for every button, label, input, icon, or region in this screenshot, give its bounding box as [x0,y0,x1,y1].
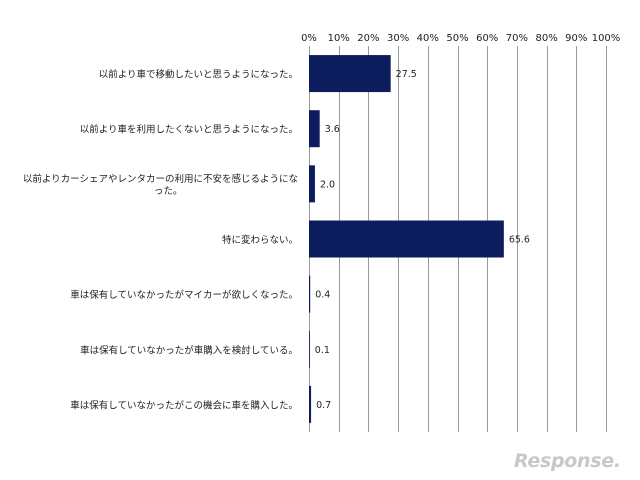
x-tick-label: 50% [446,33,468,44]
value-label: 27.5 [396,69,417,80]
category-label: 車は保有していなかったがこの機会に車を購入した。 [70,399,298,411]
value-label: 0.7 [316,400,331,411]
value-label: 3.6 [325,124,340,135]
category-labels: 以前より車で移動したいと思うようになった。以前より車を利用したくないと思うように… [23,69,298,412]
bar [309,330,310,368]
value-label: 65.6 [509,235,530,246]
x-tick-label: 30% [387,33,409,44]
category-label: 以前より車を利用したくないと思うようになった。 [80,124,298,136]
bar [309,220,504,258]
value-label: 0.4 [315,290,330,301]
bar [309,385,312,423]
bar [309,275,311,313]
response-logo-watermark: Response. [514,450,621,472]
category-label: 以前よりカーシェアやレンタカーの利用に不安を感じるようになった。 [23,173,298,197]
category-label: 車は保有していなかったがマイカーが欲しくなった。 [70,289,298,301]
value-labels: 27.5 3.6 2.0 65.6 0.4 0.1 0.7 [315,69,530,411]
x-tick-label: 0% [301,33,317,44]
x-tick-label: 40% [417,33,439,44]
x-tick-label: 90% [565,33,587,44]
x-tick-label: 10% [328,33,350,44]
x-tick-label: 80% [535,33,557,44]
x-axis-ticks: 0% 10% 20% 30% 40% 50% 60% 70% 80% 90% 100% [301,33,620,44]
bars [309,55,504,423]
x-tick-label: 60% [476,33,498,44]
bar [309,110,320,148]
category-label: 車は保有していなかったが車購入を検討している。 [80,344,298,356]
bar [309,55,391,93]
x-tick-label: 100% [592,33,621,44]
x-tick-label: 70% [506,33,528,44]
category-label: 以前より車で移動したいと思うようになった。 [99,69,298,81]
watermark-text: Response. [514,450,621,472]
x-tick-label: 20% [357,33,379,44]
value-label: 2.0 [320,179,335,190]
bar [309,165,315,203]
category-label: 特に変わらない。 [222,234,298,246]
value-label: 0.1 [315,345,330,356]
